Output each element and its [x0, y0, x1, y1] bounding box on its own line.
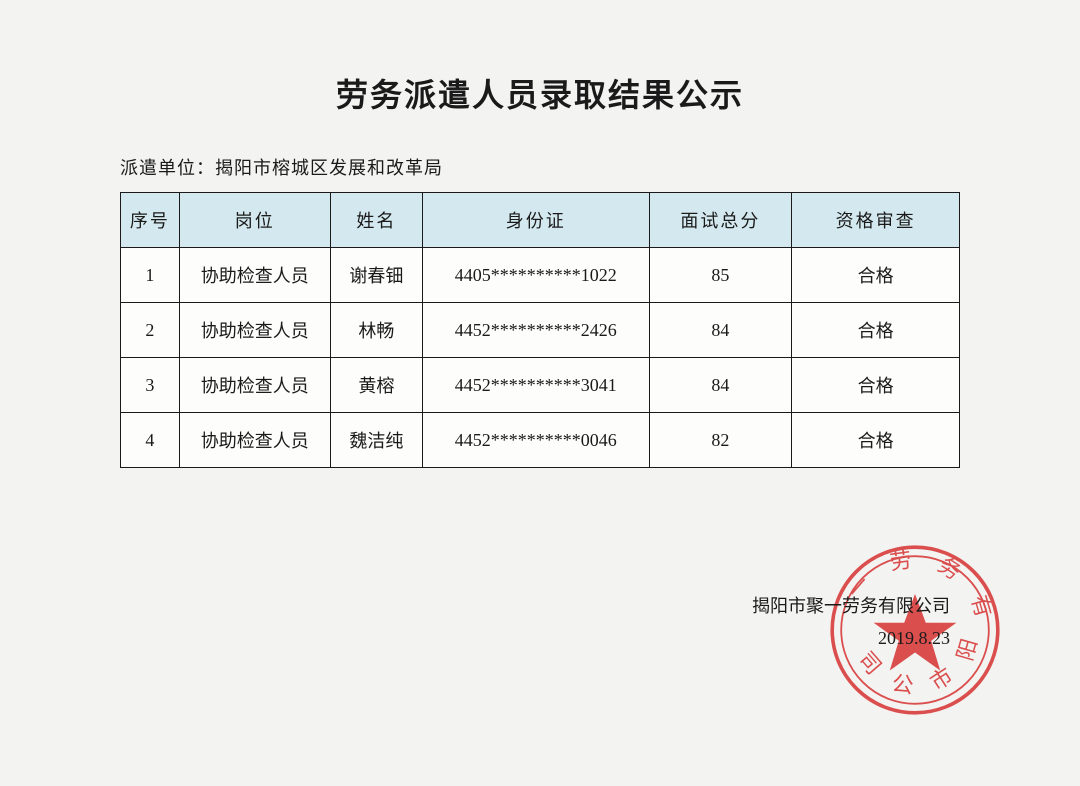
cell-name: 林畅 [330, 303, 422, 358]
unit-label: 派遣单位： [120, 158, 215, 178]
col-header-seq: 序号 [121, 193, 180, 248]
cell-qualification: 合格 [792, 413, 960, 468]
cell-score: 84 [649, 303, 792, 358]
footer-block: 揭阳市聚一劳务有限公司 2019.8.23 [752, 590, 950, 654]
cell-position: 协助检查人员 [179, 248, 330, 303]
cell-name: 黄榕 [330, 358, 422, 413]
col-header-position: 岗位 [179, 193, 330, 248]
col-header-id: 身份证 [423, 193, 650, 248]
results-table: 序号 岗位 姓名 身份证 面试总分 资格审查 1 协助检查人员 谢春钿 4405… [120, 192, 960, 468]
table-row: 3 协助检查人员 黄榕 4452**********3041 84 合格 [121, 358, 960, 413]
cell-score: 82 [649, 413, 792, 468]
cell-name: 魏洁纯 [330, 413, 422, 468]
cell-score: 84 [649, 358, 792, 413]
table-header-row: 序号 岗位 姓名 身份证 面试总分 资格审查 [121, 193, 960, 248]
cell-id: 4452**********0046 [423, 413, 650, 468]
table-row: 1 协助检查人员 谢春钿 4405**********1022 85 合格 [121, 248, 960, 303]
unit-line: 派遣单位：揭阳市榕城区发展和改革局 [120, 154, 960, 180]
unit-name: 揭阳市榕城区发展和改革局 [215, 158, 443, 178]
col-header-qualification: 资格审查 [792, 193, 960, 248]
cell-position: 协助检查人员 [179, 358, 330, 413]
cell-qualification: 合格 [792, 303, 960, 358]
footer-date: 2019.8.23 [752, 622, 950, 654]
cell-qualification: 合格 [792, 248, 960, 303]
cell-seq: 4 [121, 413, 180, 468]
table-row: 2 协助检查人员 林畅 4452**********2426 84 合格 [121, 303, 960, 358]
cell-id: 4405**********1022 [423, 248, 650, 303]
cell-qualification: 合格 [792, 358, 960, 413]
footer-company: 揭阳市聚一劳务有限公司 [752, 590, 950, 622]
cell-seq: 3 [121, 358, 180, 413]
cell-seq: 2 [121, 303, 180, 358]
col-header-score: 面试总分 [649, 193, 792, 248]
cell-id: 4452**********3041 [423, 358, 650, 413]
cell-position: 协助检查人员 [179, 413, 330, 468]
cell-name: 谢春钿 [330, 248, 422, 303]
cell-seq: 1 [121, 248, 180, 303]
cell-score: 85 [649, 248, 792, 303]
cell-position: 协助检查人员 [179, 303, 330, 358]
page-title: 劳务派遣人员录取结果公示 [120, 70, 960, 116]
table-row: 4 协助检查人员 魏洁纯 4452**********0046 82 合格 [121, 413, 960, 468]
col-header-name: 姓名 [330, 193, 422, 248]
cell-id: 4452**********2426 [423, 303, 650, 358]
